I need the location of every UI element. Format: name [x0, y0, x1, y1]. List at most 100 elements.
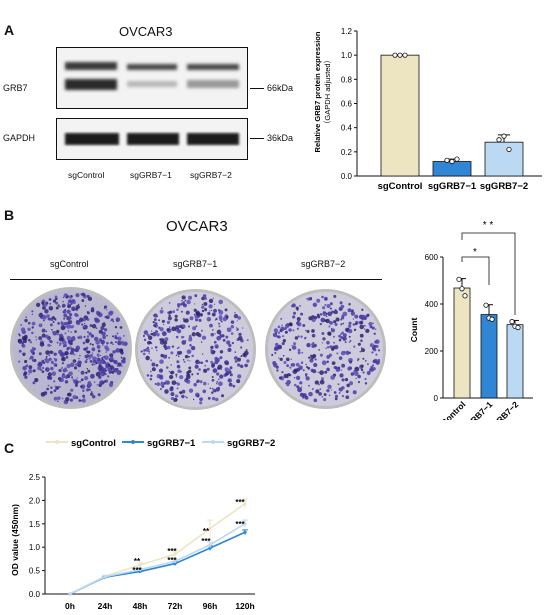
colony	[298, 365, 303, 370]
colony	[175, 398, 178, 401]
colony	[286, 375, 289, 379]
colony	[63, 313, 68, 318]
series-point-2-0	[68, 592, 72, 596]
series-point-0-5	[243, 502, 247, 506]
colony	[338, 334, 341, 338]
colony	[274, 351, 277, 355]
colony	[166, 366, 169, 369]
colony	[30, 349, 35, 354]
y-tick-label-a: 0.8	[341, 75, 353, 84]
colony	[374, 340, 378, 344]
panel-label-a: A	[4, 22, 15, 38]
colony	[24, 318, 28, 323]
colony	[181, 326, 184, 330]
colony	[56, 333, 59, 336]
colony	[149, 377, 153, 381]
colony	[52, 299, 57, 303]
colony	[176, 329, 182, 334]
colony	[301, 351, 304, 354]
colony	[59, 305, 61, 308]
colony	[330, 328, 335, 333]
colony	[237, 357, 241, 362]
colony	[215, 397, 219, 402]
colony	[175, 354, 178, 357]
colony	[168, 370, 171, 373]
colony	[97, 349, 101, 353]
bar-a-0	[380, 54, 420, 177]
colony	[156, 315, 158, 318]
series-point-0-4	[208, 526, 212, 531]
colony	[272, 332, 278, 338]
colony	[120, 351, 124, 355]
colony	[347, 308, 352, 313]
colony	[168, 374, 174, 380]
colony	[201, 309, 205, 313]
colony	[160, 382, 164, 387]
colony	[196, 381, 198, 383]
plate-background	[268, 292, 383, 406]
colony	[211, 387, 214, 390]
colony	[186, 349, 192, 355]
point-a-0-1	[397, 52, 403, 58]
colony	[61, 374, 65, 379]
colony	[326, 340, 330, 345]
y-tick-label-c: 0.5	[29, 567, 41, 576]
colony	[64, 332, 67, 335]
colony	[200, 329, 203, 332]
colony	[300, 386, 303, 388]
colony	[349, 381, 354, 386]
colony	[199, 380, 203, 384]
band-gapdh-1	[65, 133, 119, 145]
colony	[182, 358, 185, 361]
colony	[236, 320, 238, 322]
colony	[333, 391, 337, 394]
colony	[293, 342, 297, 346]
colony	[341, 395, 345, 398]
colony	[58, 336, 64, 342]
colony	[224, 308, 228, 312]
colony	[97, 393, 101, 397]
colony	[171, 326, 177, 332]
plate-label-3: sgGRB7−2	[301, 259, 346, 269]
colony	[331, 310, 335, 314]
colony	[90, 373, 95, 379]
series-point-2-3	[173, 559, 177, 563]
colony	[351, 310, 353, 312]
colony	[62, 300, 64, 303]
colony	[48, 339, 52, 343]
plate-colonies-2	[138, 292, 253, 407]
colony	[312, 342, 315, 344]
colony	[286, 364, 289, 367]
colony	[117, 336, 122, 341]
colony	[154, 330, 159, 334]
colony	[204, 364, 207, 367]
colony	[165, 345, 167, 348]
colony	[54, 295, 58, 299]
colony	[86, 358, 88, 361]
colony	[86, 311, 90, 315]
colony	[352, 323, 356, 326]
sig-bracket-1	[461, 256, 490, 285]
kda-label-grb7: 66kDa	[267, 83, 294, 93]
colony	[53, 352, 57, 356]
colony	[175, 335, 179, 339]
colony	[237, 374, 242, 379]
colony	[42, 367, 45, 370]
colony	[150, 330, 153, 332]
colony	[114, 326, 118, 329]
colony	[205, 359, 208, 363]
colony	[341, 363, 346, 368]
colony	[24, 334, 28, 339]
colony	[114, 336, 118, 340]
colony	[222, 338, 226, 342]
colony	[212, 329, 214, 331]
colony	[153, 318, 157, 322]
colony	[101, 356, 104, 359]
colony	[116, 368, 119, 371]
colony	[119, 348, 124, 352]
colony	[342, 336, 347, 341]
colony	[101, 322, 106, 327]
colony	[66, 363, 71, 369]
colony	[359, 333, 364, 338]
colony	[55, 301, 59, 305]
